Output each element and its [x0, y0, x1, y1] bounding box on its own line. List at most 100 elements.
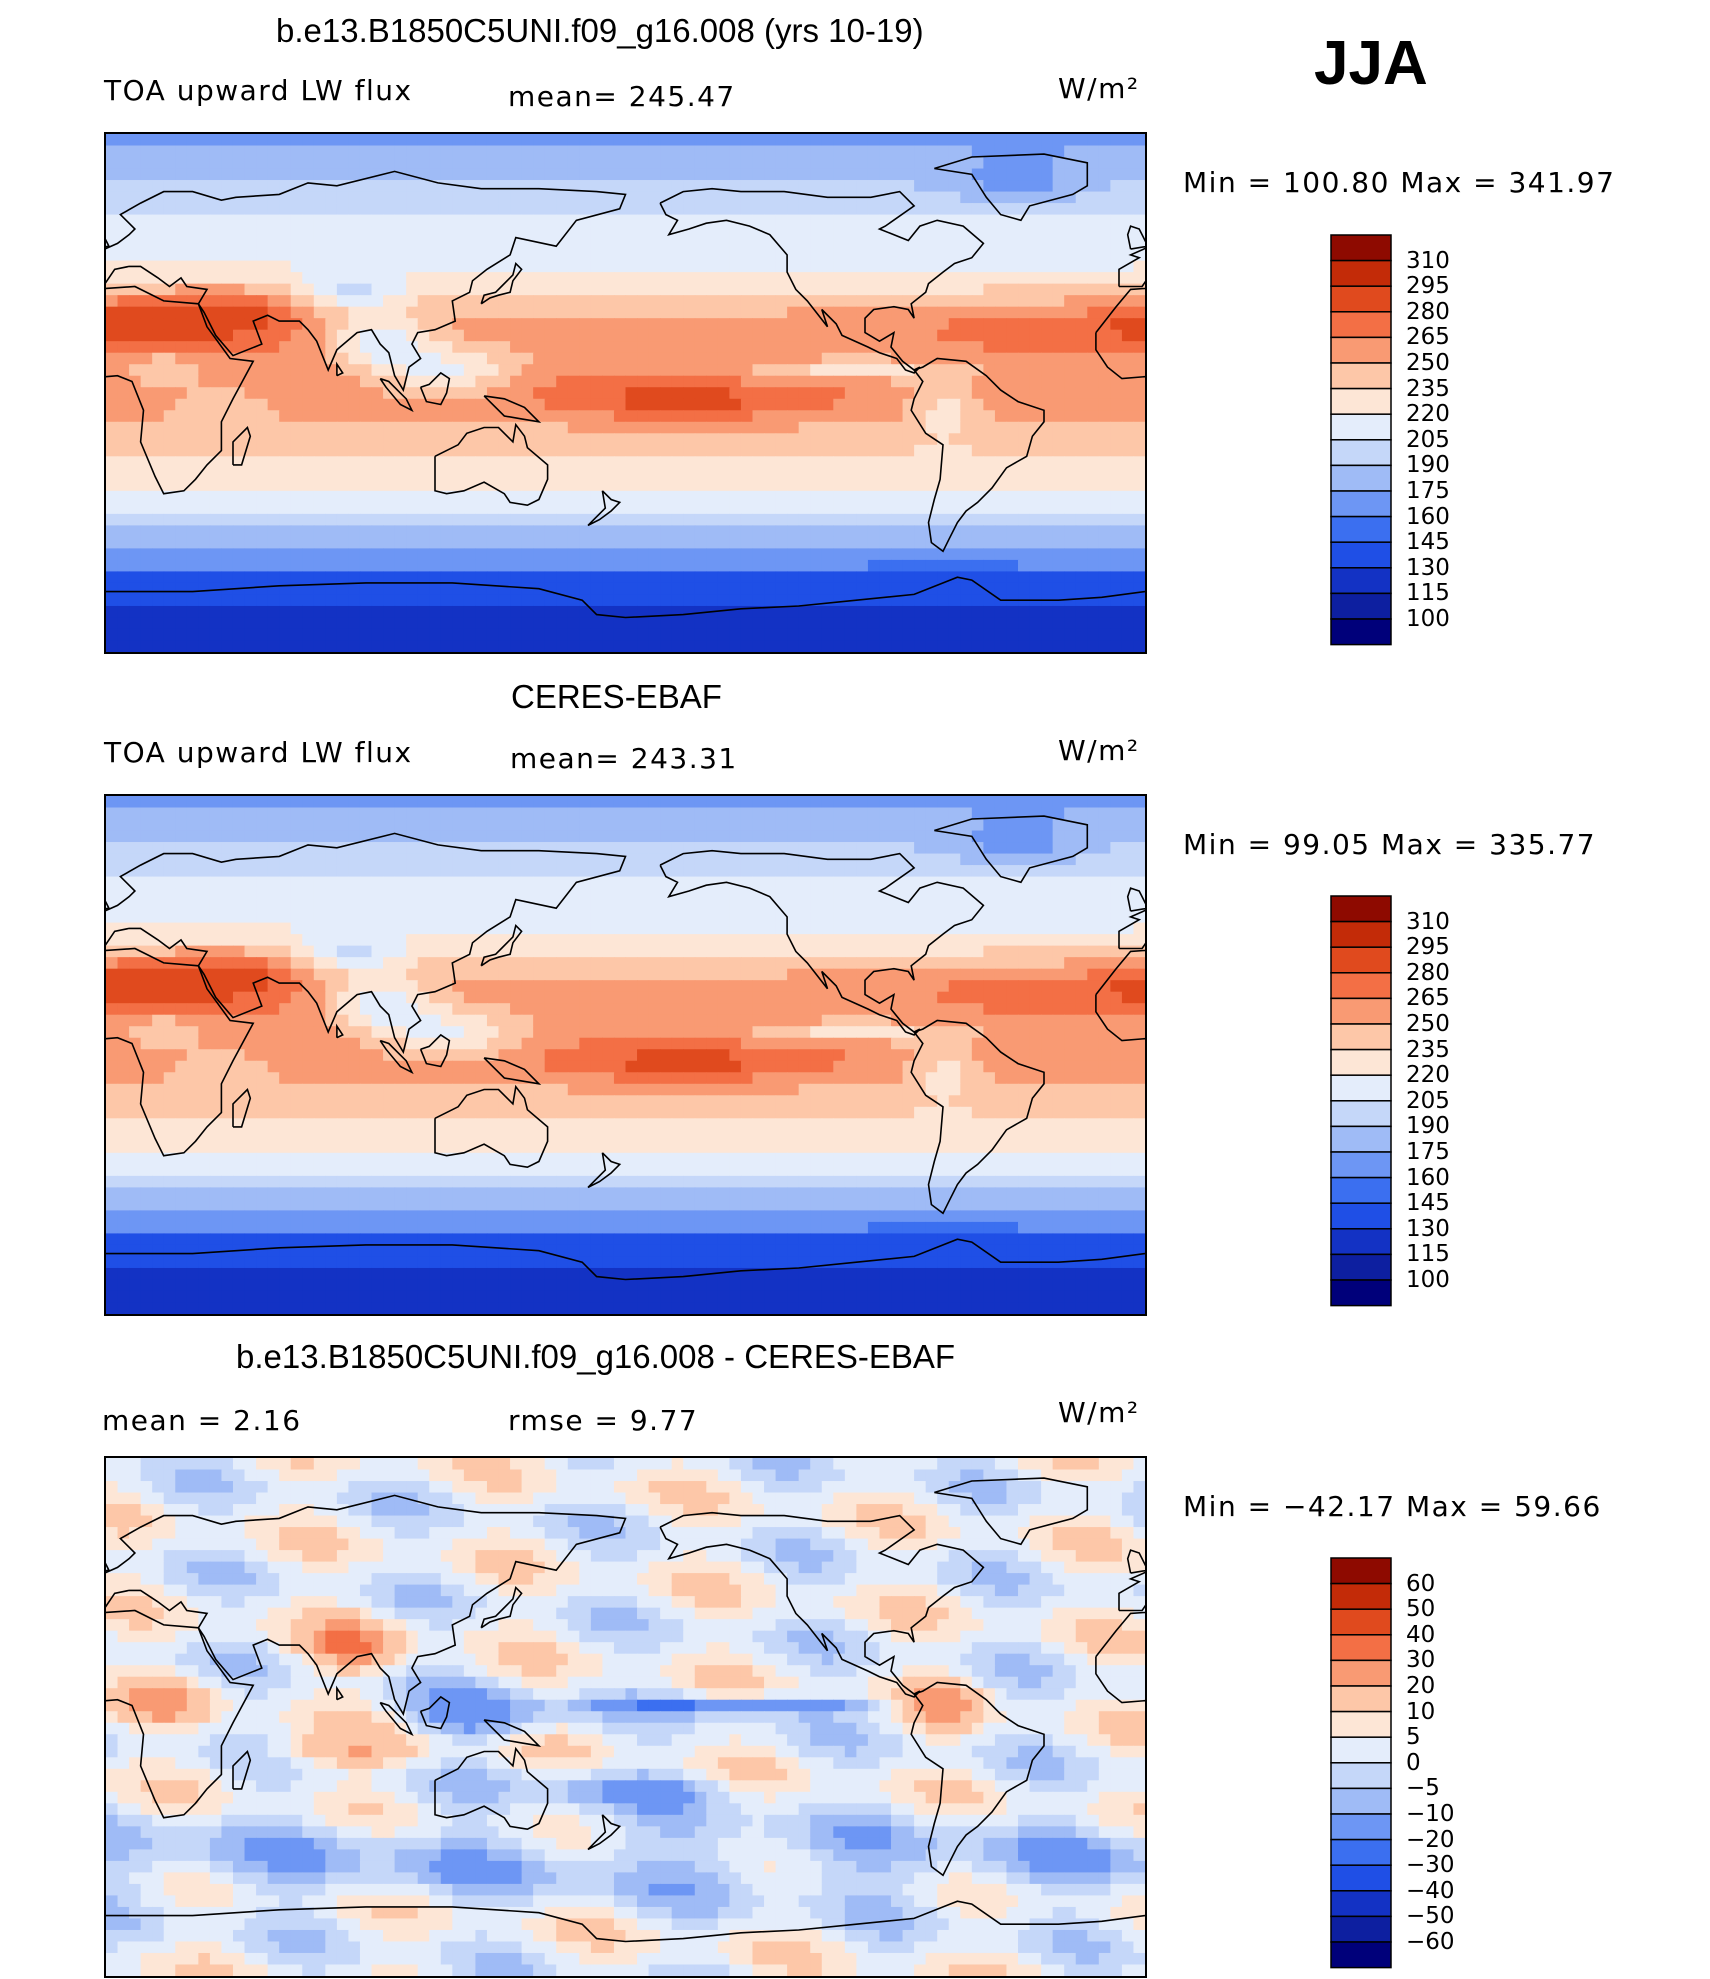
field-cell — [279, 513, 292, 526]
field-cell — [844, 180, 857, 193]
field-cell — [475, 571, 488, 584]
field-cell — [637, 433, 650, 446]
field-cell — [775, 421, 788, 434]
field-cell — [844, 421, 857, 434]
field-cell — [902, 456, 915, 469]
field-cell — [960, 237, 973, 250]
field-cell — [244, 807, 257, 820]
field-cell — [1029, 145, 1042, 158]
field-cell — [302, 364, 315, 377]
field-cell — [359, 536, 373, 549]
field-cell — [671, 237, 684, 250]
field-cell — [1098, 375, 1111, 388]
field-cell — [117, 341, 130, 354]
field-cell — [717, 796, 730, 809]
field-cell — [290, 605, 303, 619]
field-cell — [1133, 605, 1145, 619]
field-cell — [1029, 853, 1042, 866]
field-cell — [117, 410, 130, 423]
field-cell — [348, 134, 361, 147]
field-cell — [371, 490, 384, 503]
field-cell — [1018, 295, 1031, 308]
field-cell — [994, 237, 1008, 250]
field-cell — [175, 467, 188, 480]
field-cell — [971, 525, 984, 538]
field-cell — [198, 819, 211, 832]
field-cell — [683, 283, 696, 296]
field-cell — [440, 456, 453, 469]
field-cell — [683, 640, 696, 652]
field-cell — [637, 605, 650, 619]
field-cell — [186, 398, 199, 411]
panel-1-mean-label: mean= 245.47 — [508, 80, 736, 113]
field-cell — [256, 605, 269, 619]
field-cell — [856, 842, 869, 855]
field-cell — [891, 819, 904, 832]
field-cell — [325, 525, 338, 538]
field-cell — [752, 807, 765, 820]
field-cell — [798, 145, 811, 158]
field-cell — [383, 272, 396, 285]
field-cell — [498, 853, 511, 866]
field-cell — [129, 226, 142, 239]
field-cell — [1110, 456, 1123, 469]
field-cell — [775, 318, 788, 331]
field-cell — [1133, 410, 1145, 423]
field-cell — [152, 226, 165, 239]
field-cell — [717, 352, 730, 365]
field-cell — [694, 525, 707, 538]
field-cell — [1075, 502, 1088, 515]
field-cell — [579, 548, 592, 561]
field-cell — [660, 134, 673, 147]
field-cell — [267, 329, 280, 342]
field-cell — [821, 283, 834, 296]
field-cell — [486, 594, 500, 607]
field-cell — [821, 145, 834, 158]
field-cell — [1029, 502, 1042, 515]
field-cell — [971, 168, 984, 181]
field-cell — [106, 421, 119, 434]
field-cell — [937, 226, 950, 239]
field-cell — [475, 628, 488, 642]
field-cell — [752, 272, 765, 285]
field-cell — [960, 490, 973, 503]
field-cell — [1029, 842, 1042, 855]
field-cell — [313, 525, 326, 538]
field-cell — [533, 375, 546, 388]
field-cell — [567, 605, 580, 619]
field-cell — [925, 433, 938, 446]
field-cell — [948, 145, 961, 158]
field-cell — [833, 249, 846, 262]
field-cell — [267, 421, 280, 434]
coastline — [336, 361, 344, 377]
field-cell — [521, 536, 534, 549]
field-cell — [833, 467, 846, 480]
field-cell — [129, 559, 142, 573]
field-cell — [891, 433, 904, 446]
field-cell — [983, 168, 996, 181]
field-cell — [694, 582, 707, 596]
field-cell — [810, 513, 823, 526]
field-cell — [844, 145, 857, 158]
field-cell — [1087, 830, 1100, 843]
field-cell — [117, 283, 130, 296]
field-cell — [764, 819, 777, 832]
field-cell — [359, 318, 373, 331]
field-cell — [891, 502, 904, 515]
field-cell — [429, 249, 442, 262]
field-cell — [556, 352, 569, 365]
field-cell — [232, 410, 246, 423]
field-cell — [1098, 559, 1111, 573]
field-cell — [175, 830, 188, 843]
field-cell — [533, 640, 546, 652]
field-cell — [1052, 467, 1065, 480]
field-cell — [486, 168, 500, 181]
field-cell — [510, 865, 523, 878]
field-cell — [279, 410, 292, 423]
field-cell — [325, 865, 338, 878]
field-cell — [106, 410, 119, 423]
field-cell — [486, 617, 500, 630]
field-cell — [1064, 318, 1077, 331]
field-cell — [475, 548, 488, 561]
field-cell — [1098, 260, 1111, 273]
